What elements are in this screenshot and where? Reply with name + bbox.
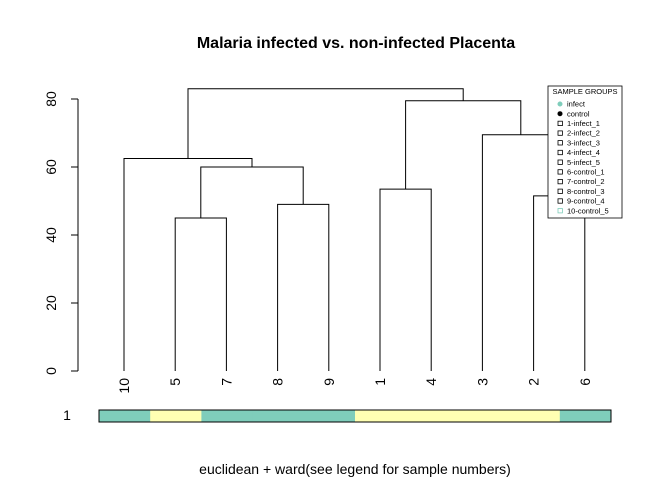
legend-marker xyxy=(557,130,563,136)
legend-title: SAMPLE GROUPS xyxy=(552,87,617,96)
legend-marker xyxy=(557,208,563,214)
legend-marker xyxy=(557,101,563,107)
dendrogram-branch xyxy=(200,166,304,218)
legend-entry-label: 8-control_3 xyxy=(567,187,605,196)
legend: SAMPLE GROUPS infectcontrol1-infect_12-in… xyxy=(547,85,623,219)
color-bar-cell xyxy=(252,410,305,422)
legend-entry-label: 2-infect_2 xyxy=(567,129,600,138)
color-bar-cell xyxy=(150,410,202,422)
legend-marker xyxy=(557,159,563,165)
leaf-label: 2 xyxy=(526,378,542,386)
legend-marker xyxy=(557,120,563,126)
legend-marker xyxy=(557,149,563,156)
leaf-label: 8 xyxy=(270,378,286,386)
leaf-label: 1 xyxy=(372,378,388,386)
legend-box xyxy=(547,85,623,219)
dendrogram-branch xyxy=(277,203,330,371)
dendrogram-branch xyxy=(533,195,586,371)
legend-marker xyxy=(557,140,563,146)
dendrogram-branch xyxy=(187,88,464,159)
color-bar-cell xyxy=(406,410,458,422)
legend-entry-label: 9-control_4 xyxy=(567,197,605,206)
leaf-label: 10 xyxy=(116,378,132,394)
y-tick-label: 40 xyxy=(43,227,59,243)
legend-marker xyxy=(557,178,563,185)
dendrogram-branches xyxy=(123,88,586,371)
leaf-labels: 10 5 7 8 9 1 4 3 2 6 xyxy=(116,378,593,394)
dendrogram-branch xyxy=(174,217,227,371)
color-bar-label: 1 xyxy=(63,407,71,423)
y-tick-label: 20 xyxy=(43,295,59,311)
legend-marker xyxy=(557,169,563,175)
y-tick-label: 60 xyxy=(43,159,59,175)
leaf-label: 4 xyxy=(423,378,439,386)
legend-entry-label: 3-infect_3 xyxy=(567,138,600,147)
legend-marker xyxy=(557,198,563,204)
x-axis-label: euclidean + ward(see legend for sample n… xyxy=(199,461,511,477)
legend-entry-label: control xyxy=(567,109,590,118)
legend-entry-label: infect xyxy=(567,100,586,109)
legend-entry-label: 1-infect_1 xyxy=(567,119,600,128)
color-bar-cell xyxy=(508,410,561,422)
dendrogram-branch xyxy=(379,188,432,371)
dendrogram-branch xyxy=(405,100,522,190)
leaf-label: 5 xyxy=(167,378,183,386)
color-bar-cell xyxy=(99,410,151,422)
color-bar-cell xyxy=(303,410,356,422)
legend-marker xyxy=(557,188,563,194)
color-bar-cell xyxy=(457,410,510,422)
legend-entry-label: 5-infect_5 xyxy=(567,158,600,167)
y-tick-label: 0 xyxy=(43,367,59,375)
leaf-label: 6 xyxy=(577,378,593,386)
legend-entry-label: 10-control_5 xyxy=(567,206,609,215)
color-bar-cell xyxy=(201,410,254,422)
leaf-label: 7 xyxy=(218,378,234,386)
y-tick-label: 80 xyxy=(43,91,59,107)
color-bar-cell xyxy=(559,410,612,422)
color-bar-cell xyxy=(355,410,407,422)
legend-entry-label: 7-control_2 xyxy=(567,177,605,186)
leaf-label: 3 xyxy=(474,378,490,386)
chart-title: Malaria infected vs. non-infected Placen… xyxy=(197,35,515,52)
legend-marker xyxy=(557,111,563,117)
legend-entry-label: 4-infect_4 xyxy=(567,148,600,157)
color-bar-border xyxy=(98,409,612,423)
y-axis: 0 20 40 60 80 xyxy=(43,91,79,375)
dendrogram-branch xyxy=(123,158,253,371)
legend-entry-label: 6-control_1 xyxy=(567,168,605,177)
color-bar: 1 xyxy=(63,407,612,423)
leaf-label: 9 xyxy=(321,378,337,386)
